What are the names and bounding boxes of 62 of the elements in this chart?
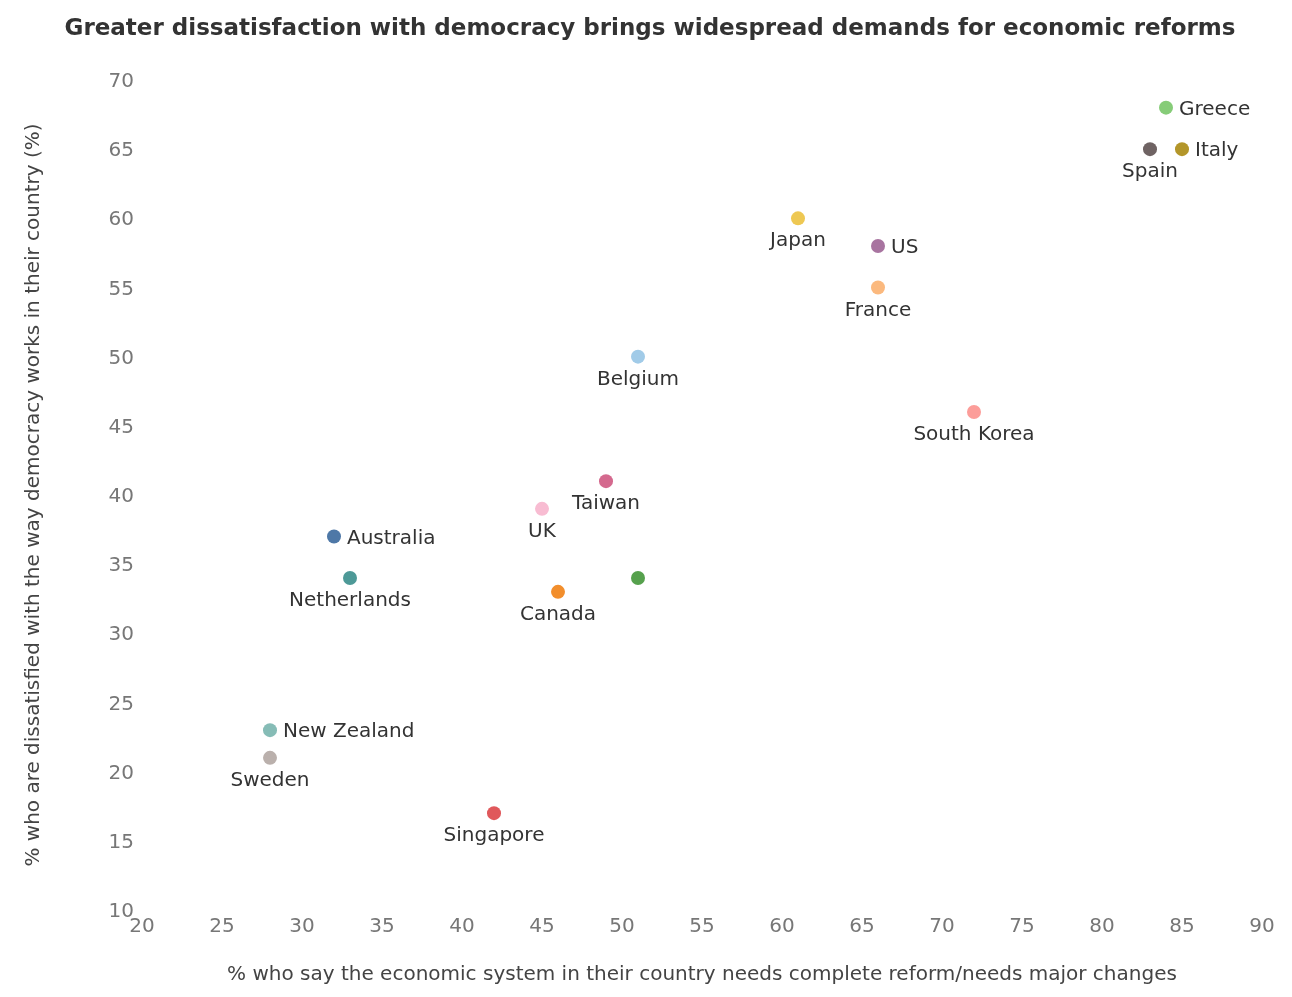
x-axis-title: % who say the economic system in their country needs complete reform/needs major changes [227, 961, 1177, 985]
x-tick-label: 60 [769, 913, 795, 938]
point [631, 571, 645, 585]
x-tick-label: 50 [609, 913, 635, 938]
point [967, 405, 981, 419]
y-tick-label: 35 [108, 552, 134, 577]
x-tick-label: 65 [849, 913, 875, 938]
annotation: Canada [519, 600, 597, 625]
x-tick-label: 45 [529, 913, 555, 938]
point [631, 349, 645, 364]
annotation: UK [528, 517, 557, 542]
point [871, 280, 885, 295]
y-tick-label: 15 [108, 828, 134, 853]
y-tick-label: 30 [108, 621, 134, 646]
point [327, 529, 341, 544]
x-tick-label: 70 [929, 913, 955, 938]
y-tick-label: 45 [108, 413, 134, 438]
y-tick-label: 65 [108, 137, 134, 162]
annotation: Italy [1195, 137, 1239, 162]
point [791, 211, 805, 226]
point [871, 239, 885, 253]
annotation: US [891, 234, 919, 258]
annotation: Australia [347, 524, 436, 549]
point [487, 806, 501, 821]
point [1143, 142, 1157, 157]
y-tick-label: 20 [108, 759, 134, 784]
y-tick-label: 60 [108, 206, 134, 231]
annotation: South Korea [913, 421, 1035, 445]
point [551, 584, 565, 599]
chart-title: Greater dissatisfaction with democracy brings widespread demands for economic reforms [63, 14, 1237, 40]
x-tick-label: 40 [449, 913, 475, 938]
annotation: Spain [1122, 158, 1178, 183]
x-tick-label: 35 [369, 913, 395, 938]
annotation: Greece [1179, 95, 1251, 120]
annotation: Netherlands [289, 587, 411, 611]
y-tick-label: 70 [108, 68, 134, 93]
y-tick-label: 50 [108, 344, 134, 369]
point [343, 571, 357, 585]
point [263, 723, 277, 738]
point [535, 501, 549, 516]
annotation: France [844, 296, 912, 321]
x-tick-label: 90 [1249, 913, 1275, 938]
y-tick-label: 55 [108, 275, 134, 300]
point [599, 474, 613, 489]
y-axis-title: % who are dissatisfied with the way democracy works in their country (%) [20, 123, 45, 867]
x-tick-label: 80 [1089, 913, 1115, 938]
annotation: Sweden [230, 766, 310, 791]
point [1175, 142, 1189, 157]
x-tick-label: 75 [1009, 913, 1035, 938]
x-tick-label: 25 [209, 913, 235, 938]
annotation: Singapore [443, 822, 545, 847]
annotation: New Zealand [283, 718, 415, 743]
point [1159, 100, 1173, 115]
point [263, 750, 277, 765]
annotation: Japan [768, 227, 826, 252]
y-tick-label: 25 [108, 690, 134, 715]
annotation: Taiwan [570, 490, 641, 515]
x-tick-label: 55 [689, 913, 715, 938]
x-tick-label: 85 [1169, 913, 1195, 938]
x-tick-label: 30 [289, 913, 315, 938]
annotation: Belgium [597, 365, 679, 390]
y-tick-label: 40 [108, 483, 134, 508]
